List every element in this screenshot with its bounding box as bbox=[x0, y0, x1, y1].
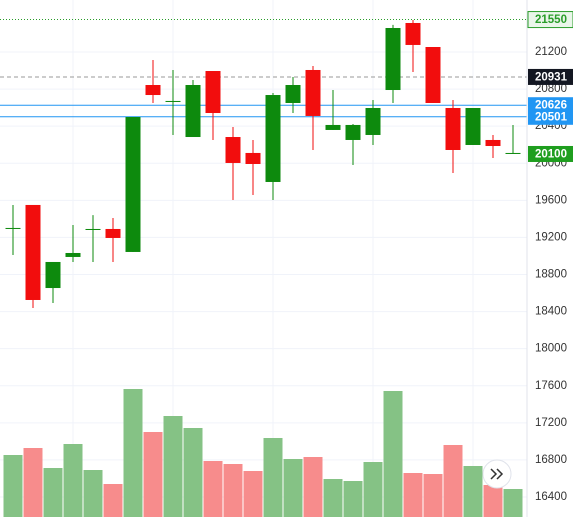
volume-bar bbox=[183, 428, 203, 517]
volume-bar bbox=[503, 489, 523, 517]
candle-body bbox=[425, 47, 441, 103]
scroll-button-icon[interactable] bbox=[490, 468, 504, 480]
price-label: 20626 bbox=[535, 100, 567, 112]
candle-body bbox=[205, 71, 221, 114]
price-label-box bbox=[528, 108, 573, 125]
volume-bar bbox=[303, 457, 323, 517]
price-axis bbox=[527, 0, 573, 517]
volume-bar bbox=[23, 448, 43, 517]
price-label: 20931 bbox=[535, 71, 568, 83]
volume-bar bbox=[163, 416, 183, 517]
volume-bar bbox=[263, 438, 283, 517]
volume-bar bbox=[363, 462, 383, 517]
candle-body bbox=[485, 139, 501, 147]
y-tick-label: 16400 bbox=[535, 491, 567, 503]
candles bbox=[5, 20, 521, 309]
volume-bar bbox=[103, 484, 123, 517]
y-tick-label: 21200 bbox=[535, 46, 567, 58]
volume-bar bbox=[143, 432, 163, 517]
candle-body bbox=[165, 100, 181, 102]
candle-body bbox=[45, 261, 61, 289]
volume-bar bbox=[323, 479, 343, 517]
volume-bar bbox=[423, 474, 443, 517]
candle-body bbox=[285, 85, 301, 103]
candle-body bbox=[185, 85, 201, 138]
price-lines bbox=[0, 19, 527, 118]
y-tick-label: 18000 bbox=[535, 343, 567, 355]
candle-body bbox=[105, 228, 121, 238]
y-tick-label: 19600 bbox=[535, 194, 567, 206]
price-label-box bbox=[528, 68, 573, 85]
volume-bar bbox=[443, 445, 463, 517]
candle-body bbox=[405, 22, 421, 45]
volume-bar bbox=[243, 471, 263, 517]
candle-body bbox=[325, 124, 341, 130]
candle-body bbox=[25, 204, 41, 300]
scroll-button[interactable] bbox=[482, 459, 512, 489]
volume-bar bbox=[403, 473, 423, 517]
candle-body bbox=[5, 227, 21, 229]
candle-body bbox=[465, 107, 481, 145]
candle-body bbox=[265, 95, 281, 182]
y-tick-label: 18400 bbox=[535, 306, 567, 318]
volume-bar bbox=[483, 485, 503, 517]
volume-bar bbox=[283, 459, 303, 517]
price-axis-labels: 16400 16800 17200 17600 18000 18400 18800 19200… bbox=[535, 46, 567, 503]
y-tick-label: 19200 bbox=[535, 231, 567, 243]
candle-body bbox=[225, 137, 241, 163]
candle-body bbox=[245, 152, 261, 164]
candle-body bbox=[385, 27, 401, 91]
candle-body bbox=[445, 107, 461, 150]
volume-bar bbox=[383, 391, 403, 517]
candle-body bbox=[505, 152, 521, 154]
candle-body bbox=[85, 228, 101, 230]
volume-layer bbox=[3, 389, 523, 517]
price-label: 20501 bbox=[535, 111, 568, 123]
volume-bar bbox=[123, 389, 143, 517]
volume-bar bbox=[223, 464, 243, 517]
y-tick-label: 16800 bbox=[535, 454, 567, 466]
volume-bar bbox=[83, 470, 103, 517]
candle-body bbox=[145, 85, 161, 96]
volume-bar bbox=[63, 444, 83, 517]
candle-body bbox=[65, 252, 81, 257]
y-tick-label: 20800 bbox=[535, 83, 567, 95]
volume-bar bbox=[3, 455, 23, 517]
volume-bar bbox=[43, 468, 63, 517]
candle-body bbox=[305, 69, 321, 116]
y-tick-label: 17600 bbox=[535, 380, 567, 392]
volume-bar bbox=[203, 461, 223, 517]
price-label-box bbox=[527, 11, 573, 29]
y-tick-label: 18800 bbox=[535, 269, 567, 281]
price-label-box bbox=[528, 145, 573, 162]
candle-body bbox=[365, 107, 381, 135]
volume-bar bbox=[463, 466, 483, 517]
volume-bar bbox=[343, 481, 363, 517]
y-tick-label: 17200 bbox=[535, 417, 567, 429]
candle-body bbox=[345, 124, 361, 140]
candle-body bbox=[125, 116, 141, 252]
price-label: 21550 bbox=[535, 14, 567, 26]
price-label: 20100 bbox=[535, 149, 567, 161]
